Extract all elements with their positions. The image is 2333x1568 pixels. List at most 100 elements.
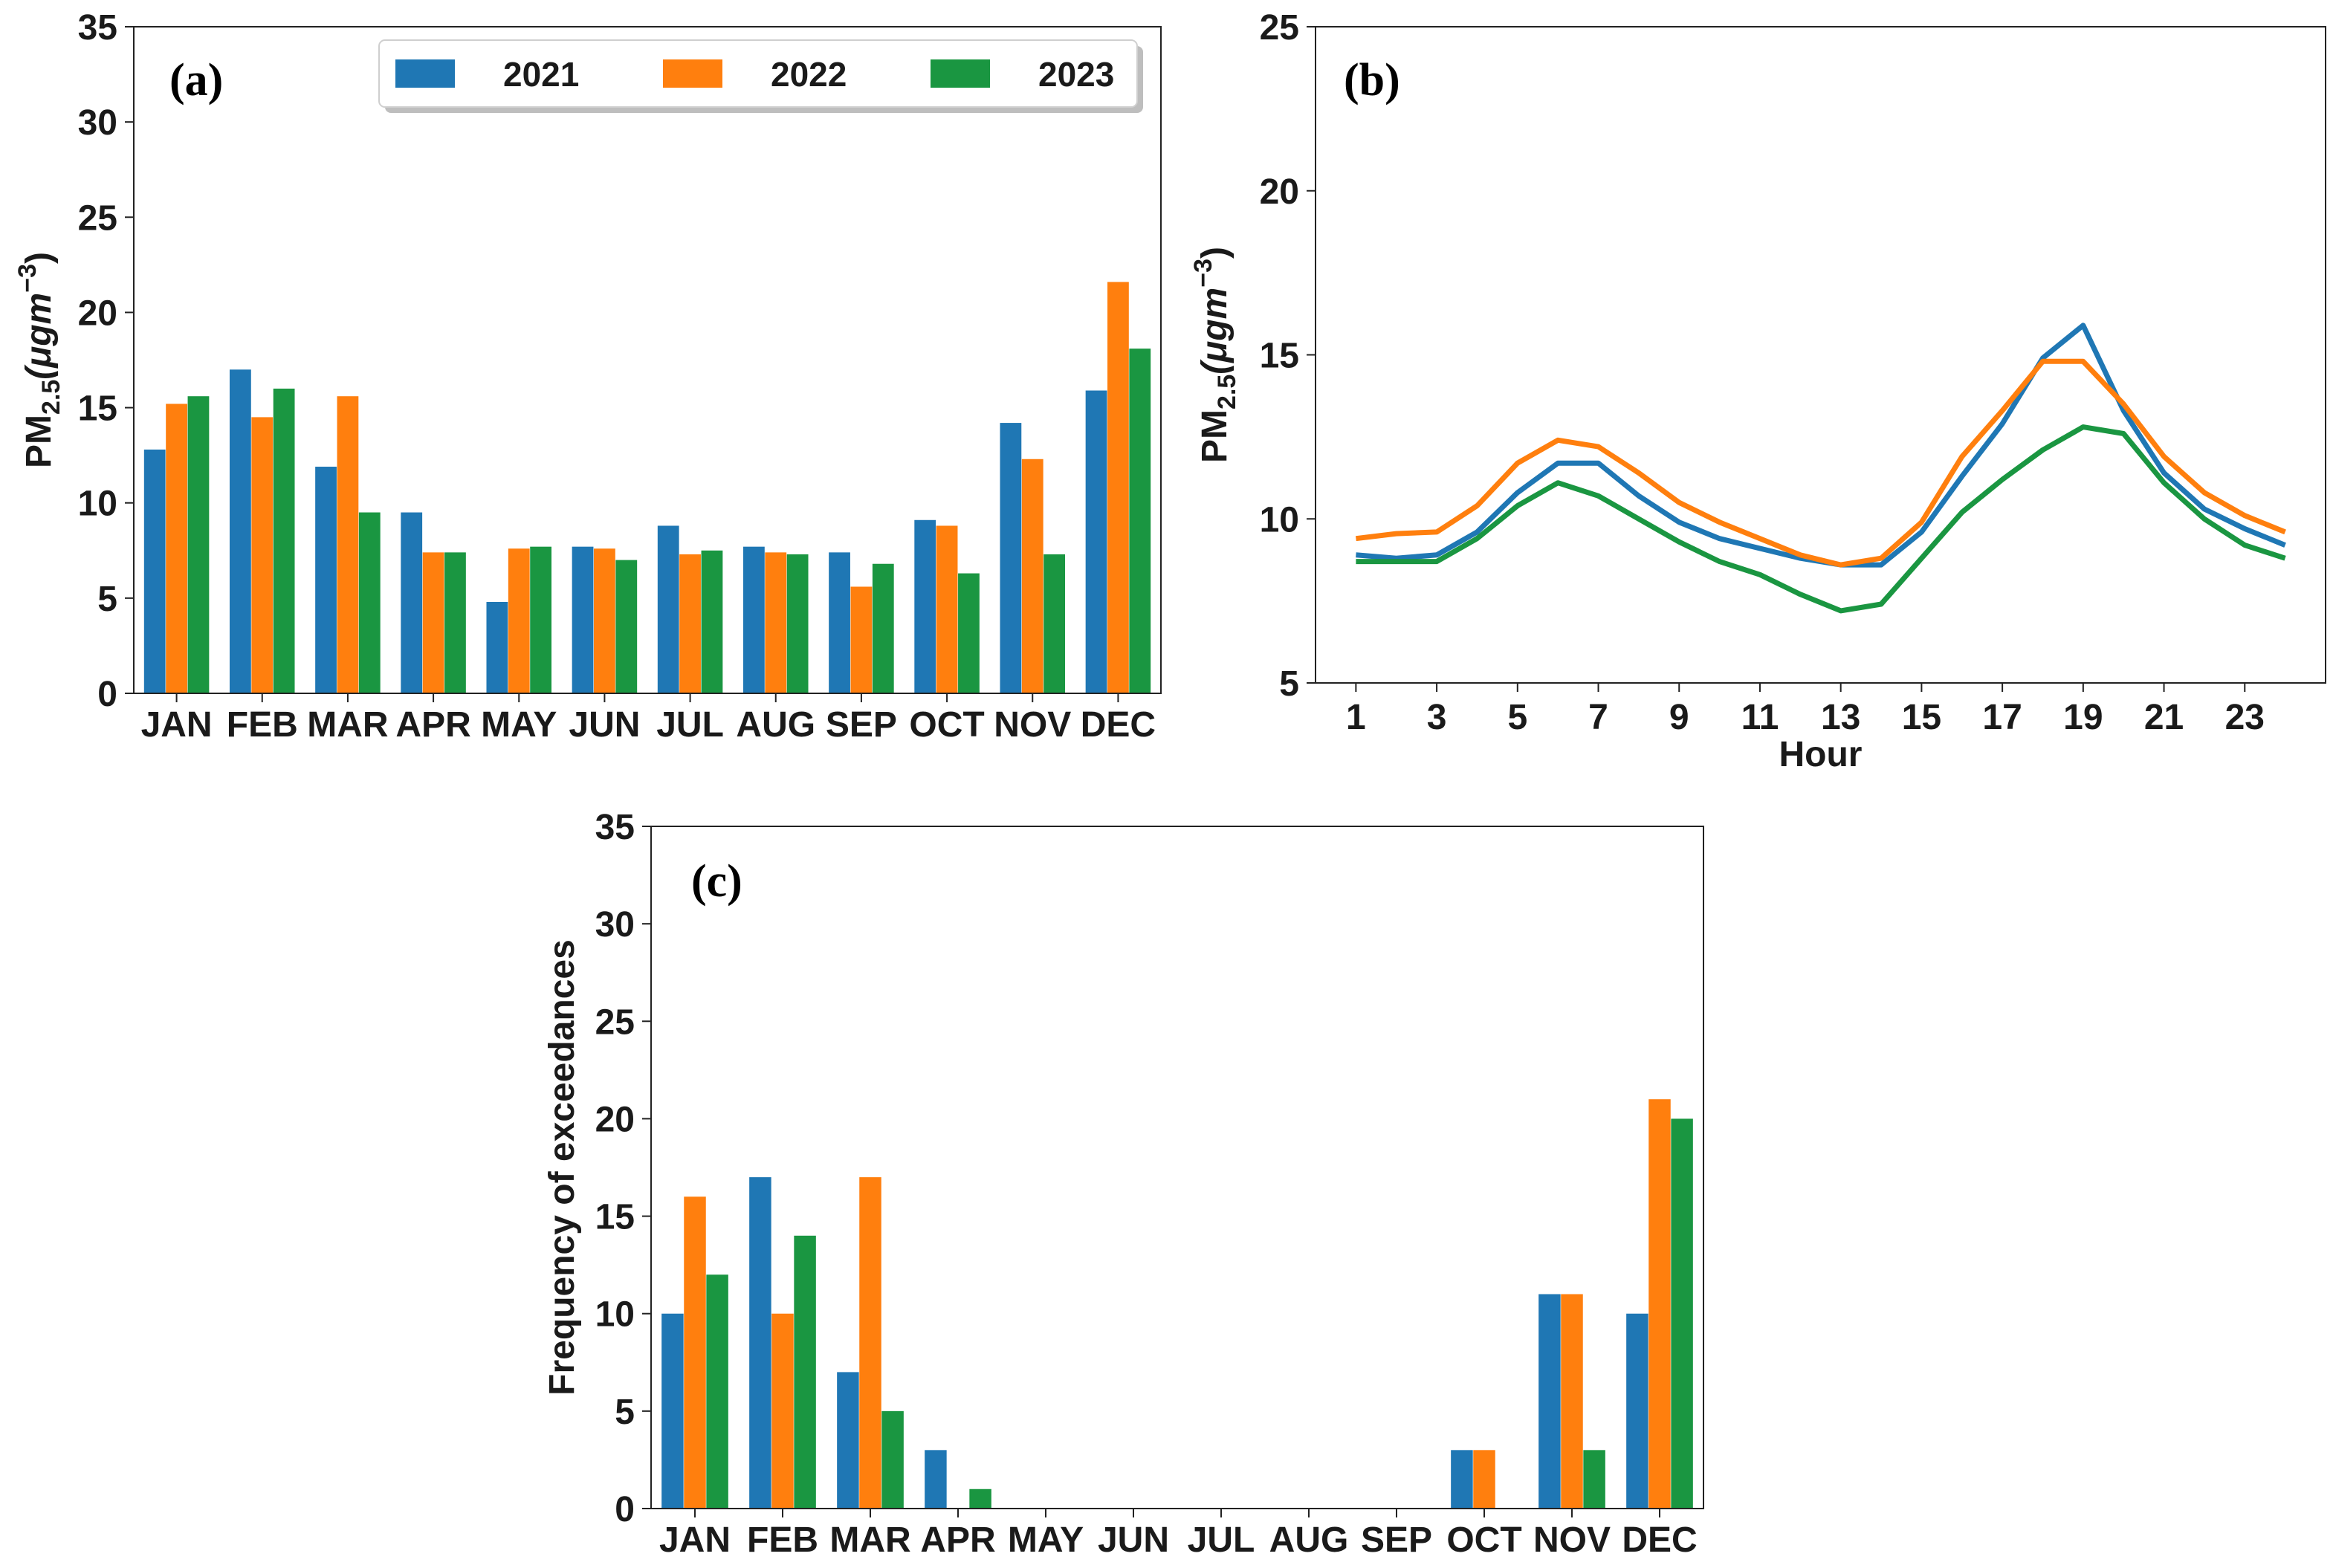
panel-label: (a) <box>169 55 223 106</box>
y-tick-label: 0 <box>615 1490 635 1529</box>
ylabel-close: ) <box>1195 247 1235 259</box>
x-tick-label: AUG <box>736 705 815 745</box>
bar-2022-DEC <box>1107 282 1129 693</box>
bar-2023-FEB <box>794 1235 816 1509</box>
y-tick-label: 35 <box>595 808 635 847</box>
bar-2021-MAR <box>315 467 337 693</box>
y-tick-label: 30 <box>595 905 635 945</box>
y-axis-label: PM2.5(μgm−3) <box>13 252 65 468</box>
bar-2021-JAN <box>143 449 166 693</box>
bar-2022-OCT <box>936 525 958 693</box>
bar-2021-AUG <box>742 546 765 693</box>
bar-2023-JAN <box>187 396 210 693</box>
bar-2021-OCT <box>914 519 936 693</box>
bar-2022-JAN <box>684 1196 706 1509</box>
bar-2023-MAR <box>358 512 381 693</box>
x-tick-label: 5 <box>1507 698 1527 737</box>
x-axis-label: Hour <box>1779 735 1863 774</box>
bar-2021-FEB <box>749 1177 771 1509</box>
y-axis-label: PM2.5(μgm−3) <box>1189 247 1241 463</box>
legend-label-2023: 2023 <box>1038 55 1114 94</box>
x-tick-label: AUG <box>1269 1520 1349 1560</box>
x-tick-label: JUN <box>1098 1520 1169 1560</box>
x-tick-label: NOV <box>994 705 1071 745</box>
bar-2021-JUN <box>572 546 594 693</box>
y-tick-label: 10 <box>1260 500 1299 540</box>
ylabel-close: ) <box>19 252 59 264</box>
legend-swatch-2023 <box>931 59 990 88</box>
bar-2023-FEB <box>273 388 295 693</box>
legend: 2021 2022 2023 <box>378 39 1143 113</box>
chart-panel-a: 0 5 10 15 20 25 30 35 JAN FEB MAR APR MAY JUN JUL AUG SE… <box>13 8 1162 745</box>
y-tick-label: 25 <box>1260 8 1299 48</box>
y-tick-label: 5 <box>97 580 117 619</box>
bar-2023-APR <box>444 552 466 693</box>
bar-2023-NOV <box>1583 1450 1605 1509</box>
bar-2023-NOV <box>1043 554 1066 693</box>
y-tick-label: 5 <box>1279 664 1299 704</box>
bar-2022-JUN <box>594 548 615 693</box>
x-tick-label: MAY <box>481 705 557 745</box>
bar-2022-SEP <box>850 586 873 693</box>
x-tick-label: 21 <box>2144 698 2184 737</box>
y-tick-label: 30 <box>78 103 117 143</box>
bar-2023-DEC <box>1129 349 1151 693</box>
bar-2022-MAY <box>508 548 530 693</box>
x-tick-label: FEB <box>747 1520 818 1560</box>
bar-2022-MAR <box>337 396 359 693</box>
bar-2021-APR <box>925 1450 947 1509</box>
plot-frame <box>650 826 1704 1509</box>
bar-2022-AUG <box>765 552 787 693</box>
bar-2021-SEP <box>829 552 850 693</box>
x-tick-label: OCT <box>1446 1520 1521 1560</box>
bar-2023-AUG <box>786 554 809 693</box>
x-tick-label: MAR <box>829 1520 910 1560</box>
bar-2022-APR <box>422 552 444 693</box>
bar-2023-APR <box>969 1488 991 1509</box>
bar-2021-JUL <box>657 525 679 693</box>
y-tick-label: 20 <box>78 294 117 333</box>
ylabel-sup: −3 <box>13 264 42 293</box>
ylabel-sup: −3 <box>1189 259 1217 288</box>
y-tick-label: 15 <box>78 389 117 429</box>
x-tick-label: 1 <box>1346 698 1366 737</box>
bar-2022-NOV <box>1561 1294 1583 1509</box>
x-tick-label: APR <box>920 1520 995 1560</box>
bar-2023-JUN <box>615 560 638 693</box>
bar-2022-DEC <box>1648 1099 1671 1509</box>
y-tick-label: 35 <box>78 8 117 48</box>
x-tick-label: APR <box>395 705 470 745</box>
y-tick-label: 25 <box>78 198 117 238</box>
x-tick-label: OCT <box>909 705 984 745</box>
x-tick-label: SEP <box>1361 1520 1432 1560</box>
ylabel-unit: (μgm <box>19 293 59 380</box>
legend-box <box>378 39 1138 108</box>
bar-2022-MAR <box>859 1177 881 1509</box>
bar-2022-NOV <box>1021 459 1043 693</box>
x-tick-label: 19 <box>2063 698 2103 737</box>
line-series-2022 <box>1355 358 2286 568</box>
ylabel-main: PM <box>1195 409 1235 463</box>
y-tick-label: 15 <box>595 1198 635 1237</box>
y-tick-label: 25 <box>595 1002 635 1042</box>
x-tick-label: 7 <box>1588 698 1608 737</box>
y-axis-label: Frequency of exceedances <box>543 939 582 1396</box>
y-tick-label: 5 <box>615 1393 635 1432</box>
line-series-2023 <box>1356 424 2286 614</box>
bar-2023-MAY <box>530 546 552 693</box>
legend-label-2022: 2022 <box>771 55 847 94</box>
plot-frame <box>133 26 1162 694</box>
x-tick-label: JAN <box>659 1520 731 1560</box>
bar-2021-DEC <box>1085 390 1107 693</box>
y-tick-label: 20 <box>595 1100 635 1139</box>
x-tick-label: NOV <box>1533 1520 1611 1560</box>
x-tick-label: JUL <box>1188 1520 1255 1560</box>
ylabel-sub: 2.5 <box>37 380 65 415</box>
bar-2023-DEC <box>1671 1118 1693 1509</box>
bar-2022-FEB <box>251 417 274 693</box>
bar-2023-MAR <box>881 1410 904 1509</box>
legend-label-2021: 2021 <box>503 55 579 94</box>
chart-panel-c: 0 5 10 15 20 25 30 35 JAN FEB MAR APR MAY JUN JUL AUG SE… <box>543 808 1704 1560</box>
x-tick-label: FEB <box>227 705 298 745</box>
